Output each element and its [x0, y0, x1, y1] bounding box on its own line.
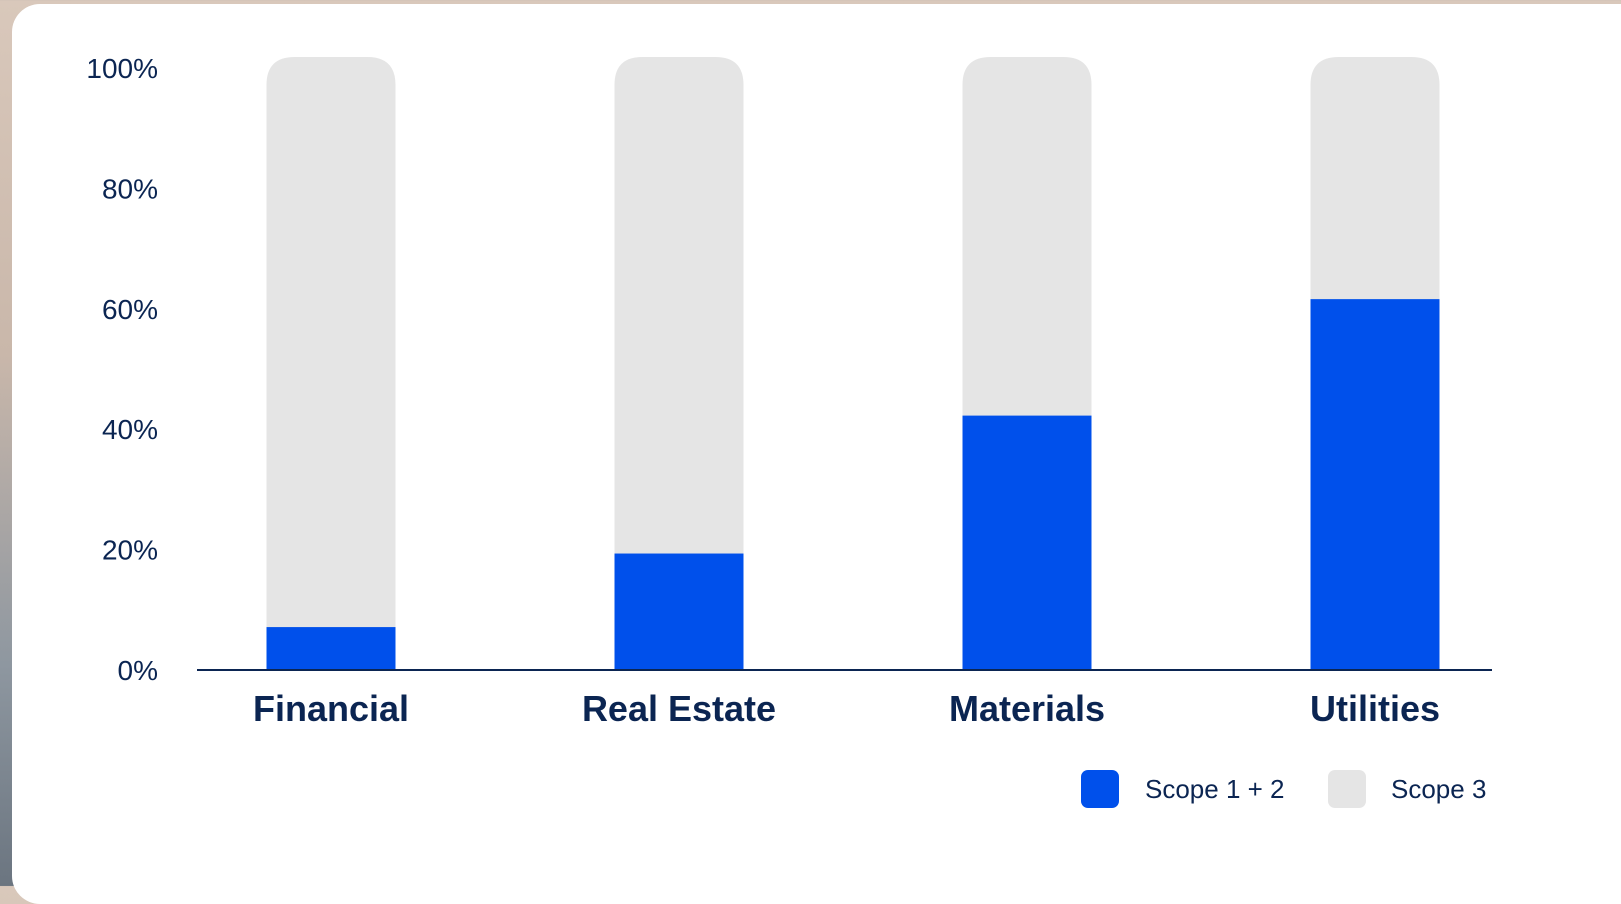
y-tick-label-40: 40%	[102, 414, 158, 445]
legend-swatch-scope-3	[1328, 770, 1366, 808]
y-tick-label-60: 60%	[102, 294, 158, 325]
legend: Scope 1 + 2 Scope 3	[1081, 770, 1486, 808]
y-tick-label-0: 0%	[118, 655, 158, 686]
y-tick-label-80: 80%	[102, 173, 158, 204]
y-axis: 0% 20% 40% 60% 80% 100%	[86, 53, 158, 686]
legend-swatch-scope-1-2	[1081, 770, 1119, 808]
bar-scope-1-2-materials	[962, 415, 1092, 670]
x-tick-label-utilities: Utilities	[1310, 688, 1440, 729]
bar-scope-3-real-estate	[614, 57, 744, 670]
bar-scope-1-2-real-estate	[614, 553, 744, 670]
x-axis: Financial Real Estate Materials Utilities	[253, 688, 1440, 729]
bar-scope-1-2-utilities	[1310, 299, 1440, 670]
legend-label-scope-1-2: Scope 1 + 2	[1145, 774, 1285, 804]
x-tick-label-real-estate: Real Estate	[582, 688, 776, 729]
bar-scope-1-2-financial	[266, 627, 396, 670]
x-tick-label-materials: Materials	[949, 688, 1105, 729]
bars-group	[266, 57, 1440, 670]
y-tick-label-20: 20%	[102, 535, 158, 566]
legend-label-scope-3: Scope 3	[1391, 774, 1486, 804]
y-tick-label-100: 100%	[86, 53, 158, 84]
bar-scope-3-financial	[266, 57, 396, 670]
x-tick-label-financial: Financial	[253, 688, 409, 729]
